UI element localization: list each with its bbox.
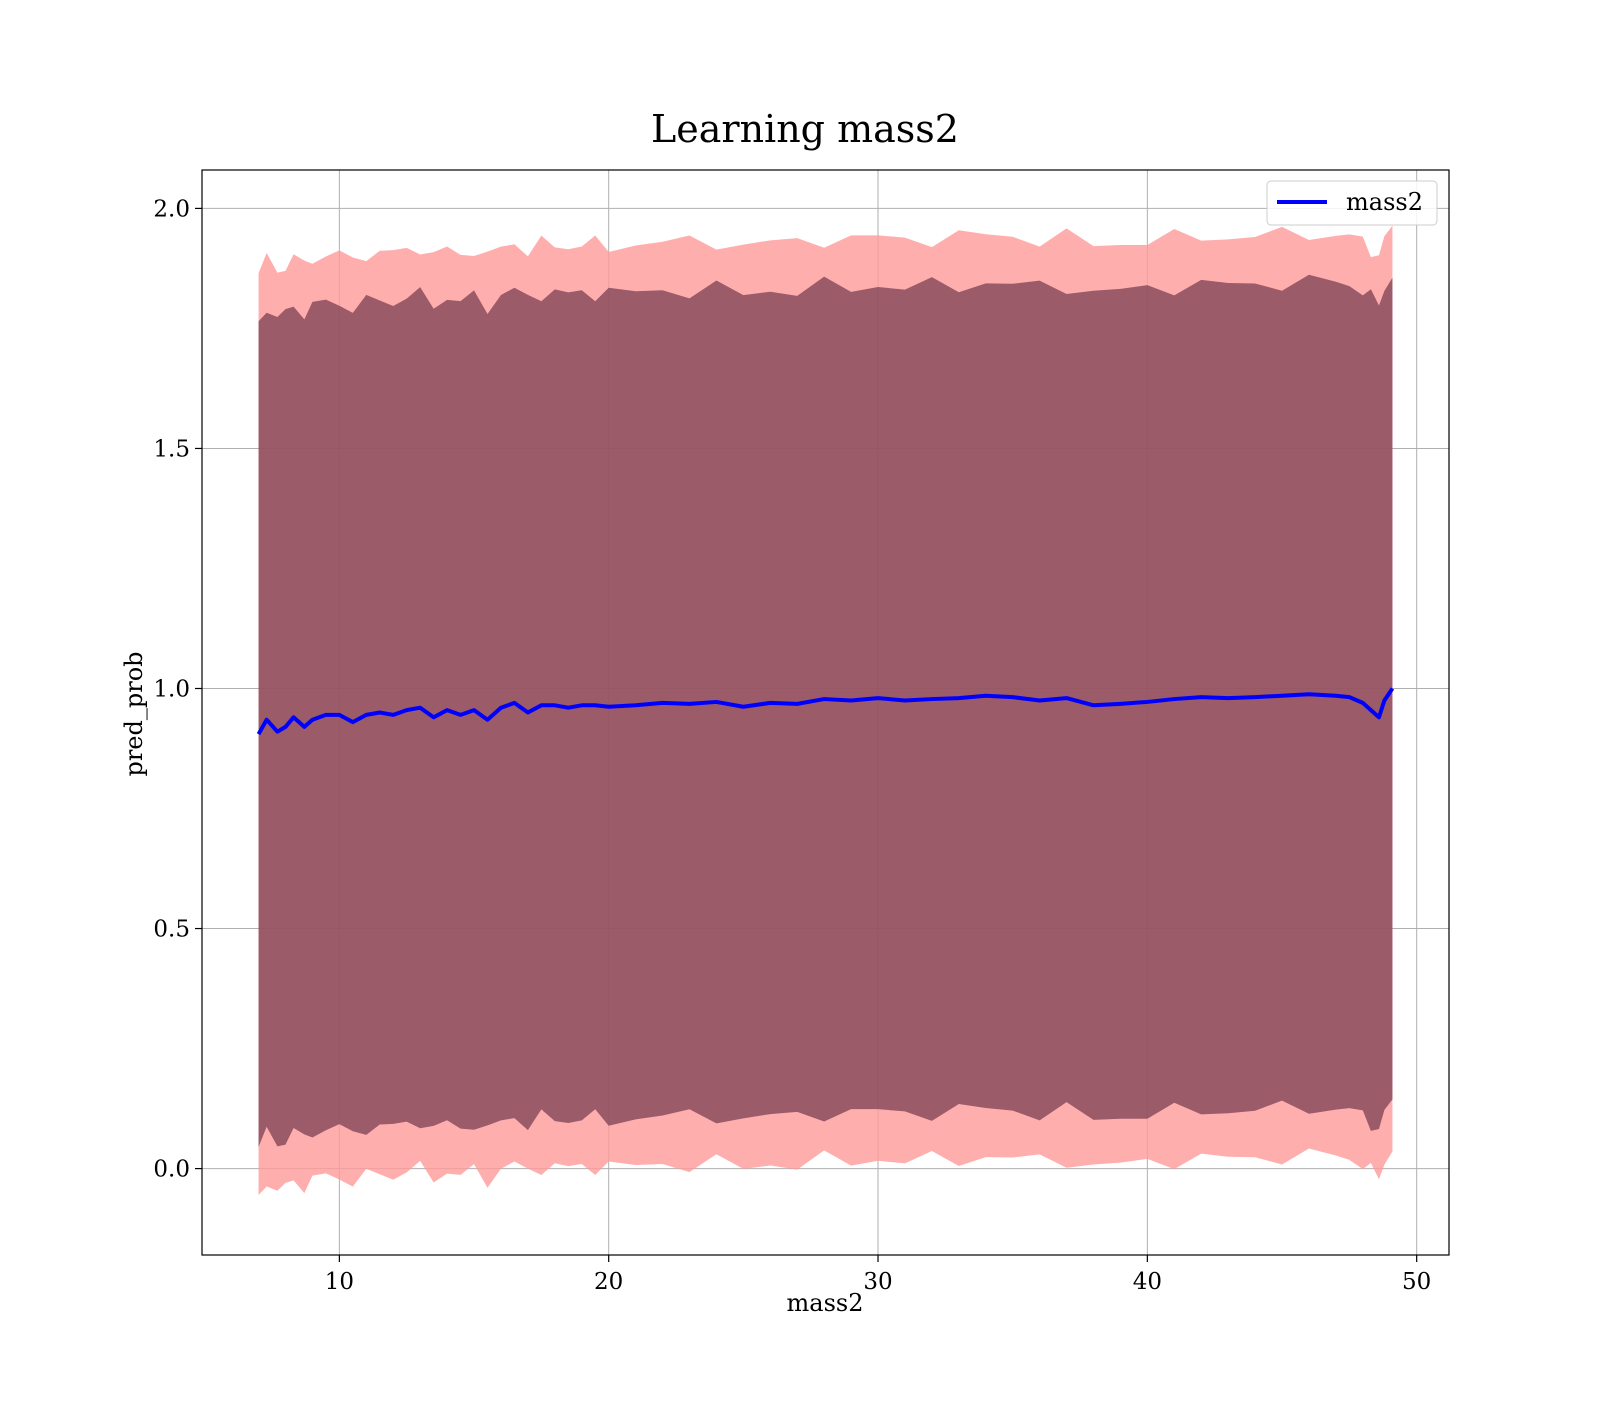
- y-axis-label: pred_prob: [120, 651, 148, 776]
- legend-box: [1266, 180, 1438, 226]
- y-tick-label: 0.0: [153, 1157, 190, 1183]
- x-tick-label: 20: [594, 1269, 623, 1295]
- y-tick-label: 1.5: [153, 436, 190, 462]
- band-layer: [258, 225, 1393, 1195]
- x-axis-label: mass2: [787, 1289, 864, 1317]
- x-tick-label: 40: [1133, 1269, 1162, 1295]
- y-tick-label: 2.0: [153, 196, 190, 222]
- x-axis-ticks: 10 20 30 40 50: [325, 1255, 1431, 1295]
- y-axis-ticks: 0.0 0.5 1.0 1.5 2.0: [153, 196, 202, 1183]
- legend: mass2: [1266, 180, 1438, 226]
- y-tick-label: 1.0: [153, 676, 190, 702]
- legend-entry-mass2: mass2: [1346, 188, 1423, 216]
- x-tick-label: 30: [863, 1269, 892, 1295]
- y-tick-label: 0.5: [153, 917, 190, 943]
- band-inner: [258, 274, 1393, 1147]
- chart-title: Learning mass2: [651, 107, 959, 151]
- series-line-mass2: [256, 687, 1395, 736]
- x-tick-label: 10: [325, 1269, 354, 1295]
- plot-frame: [201, 169, 1450, 1256]
- x-tick-label: 50: [1402, 1269, 1431, 1295]
- series-layer: [256, 687, 1395, 736]
